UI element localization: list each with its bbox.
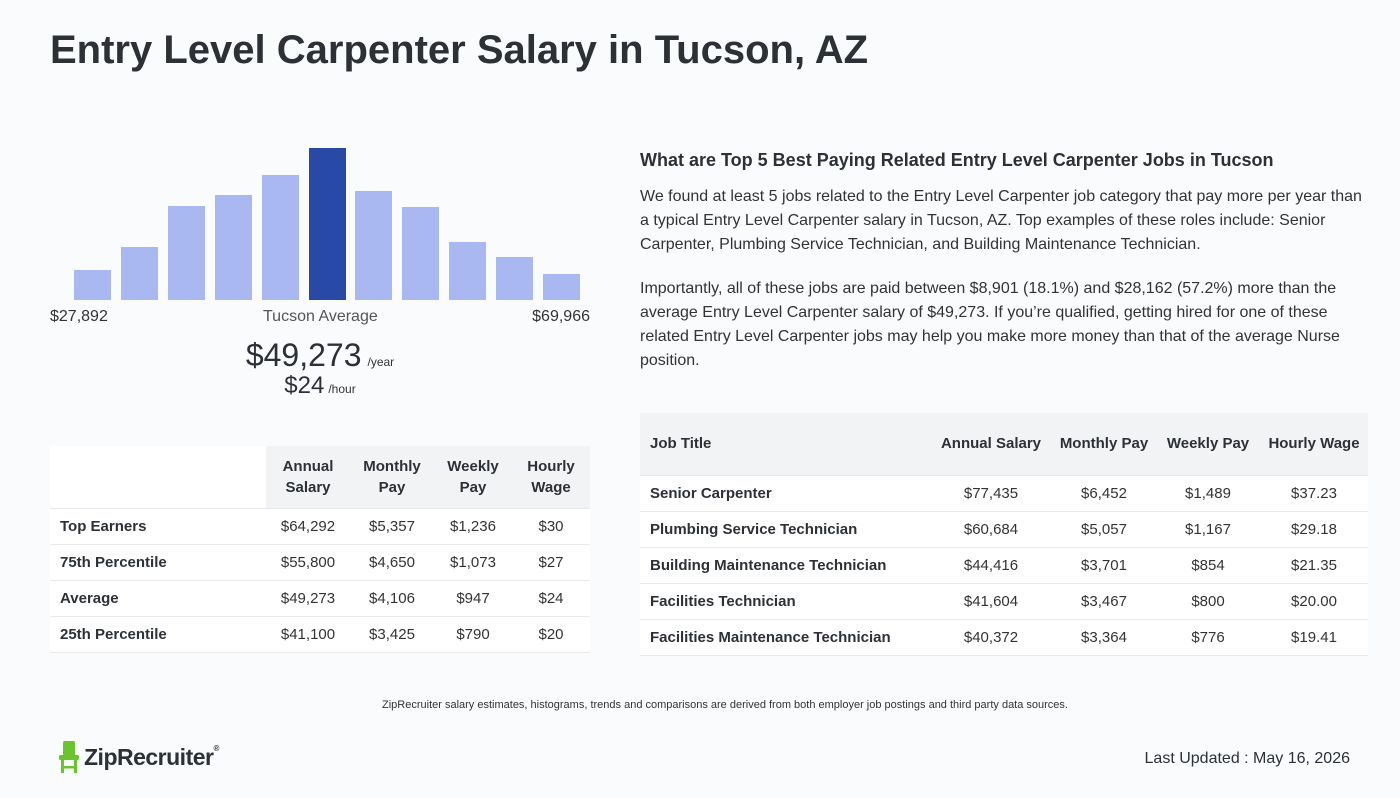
cell: $77,435 <box>930 475 1052 512</box>
histogram-bar <box>74 270 111 300</box>
row-label: Top Earners <box>50 508 266 545</box>
cell: $20 <box>512 616 590 653</box>
histogram-max-label: $69,966 <box>532 308 590 325</box>
cell: $37.23 <box>1260 475 1368 512</box>
cell: $3,364 <box>1052 619 1156 656</box>
job-title: Plumbing Service Technician <box>640 511 930 548</box>
histogram-average-label: Tucson Average <box>263 308 378 325</box>
cell: $30 <box>512 508 590 545</box>
histogram-bar <box>449 242 487 300</box>
salary-histogram <box>50 140 590 300</box>
histogram-bar <box>167 206 205 300</box>
cell: $4,650 <box>350 544 434 581</box>
cell: $44,416 <box>930 547 1052 584</box>
histogram-bar <box>261 175 299 300</box>
cell: $60,684 <box>930 511 1052 548</box>
cell: $1,489 <box>1156 475 1260 512</box>
table-row: Building Maintenance Technician $44,416 … <box>640 547 1368 584</box>
header-weekly-pay: Weekly Pay <box>434 446 512 509</box>
cell: $27 <box>512 544 590 581</box>
cell: $41,604 <box>930 583 1052 620</box>
hourly-salary: $24/hour <box>0 372 640 400</box>
cell: $40,372 <box>930 619 1052 656</box>
percentile-table-header: Annual Salary Monthly Pay Weekly Pay Hou… <box>50 446 590 509</box>
cell: $1,236 <box>434 508 512 545</box>
cell: $776 <box>1156 619 1260 656</box>
related-jobs-header: Job Title Annual Salary Monthly Pay Week… <box>640 413 1368 476</box>
cell: $854 <box>1156 547 1260 584</box>
cell: $41,100 <box>266 616 350 653</box>
brand-name: ZipRecruiter® <box>84 743 219 770</box>
cell: $6,452 <box>1052 475 1156 512</box>
cell: $64,292 <box>266 508 350 545</box>
cell: $20.00 <box>1260 583 1368 620</box>
histogram-bar <box>402 207 440 300</box>
table-row: Plumbing Service Technician $60,684 $5,0… <box>640 511 1368 548</box>
cell: $19.41 <box>1260 619 1368 656</box>
related-jobs-table: Job Title Annual Salary Monthly Pay Week… <box>640 413 1368 656</box>
header-hourly-wage: Hourly Wage <box>1260 413 1368 476</box>
percentile-table: Annual Salary Monthly Pay Weekly Pay Hou… <box>50 446 590 653</box>
cell: $1,073 <box>434 544 512 581</box>
row-label: 75th Percentile <box>50 544 266 581</box>
histogram-bar <box>308 148 346 300</box>
disclaimer: ZipRecruiter salary estimates, histogram… <box>382 699 1068 711</box>
table-row: 75th Percentile $55,800 $4,650 $1,073 $2… <box>50 544 590 581</box>
table-row: Facilities Maintenance Technician $40,37… <box>640 619 1368 656</box>
cell: $947 <box>434 580 512 617</box>
job-title: Facilities Technician <box>640 583 930 620</box>
job-title: Building Maintenance Technician <box>640 547 930 584</box>
cell: $800 <box>1156 583 1260 620</box>
yearly-salary: $49,273/year <box>0 337 640 374</box>
table-row: Facilities Technician $41,604 $3,467 $80… <box>640 583 1368 620</box>
page-title: Entry Level Carpenter Salary in Tucson, … <box>50 28 869 72</box>
header-monthly-pay: Monthly Pay <box>1052 413 1156 476</box>
header-job-title: Job Title <box>640 413 930 476</box>
histogram-bar <box>214 195 252 300</box>
related-jobs-paragraph-2: Importantly, all of these jobs are paid … <box>640 280 1340 369</box>
cell: $49,273 <box>266 580 350 617</box>
cell: $55,800 <box>266 544 350 581</box>
registered-mark: ® <box>213 743 219 753</box>
header-hourly-wage: Hourly Wage <box>512 446 590 509</box>
table-row: 25th Percentile $41,100 $3,425 $790 $20 <box>50 616 590 653</box>
row-label: Average <box>50 580 266 617</box>
yearly-salary-value: $49,273 <box>245 337 362 373</box>
histogram-bar <box>496 257 534 300</box>
cell: $5,357 <box>350 508 434 545</box>
histogram-bar <box>543 274 581 300</box>
histogram-bar <box>120 247 158 300</box>
histogram-min-label: $27,892 <box>50 308 108 325</box>
cell: $24 <box>512 580 590 617</box>
cell: $790 <box>434 616 512 653</box>
header-weekly-pay: Weekly Pay <box>1156 413 1260 476</box>
header-blank <box>50 446 266 509</box>
related-jobs-paragraph-1: We found at least 5 jobs related to the … <box>640 188 1362 253</box>
job-title: Facilities Maintenance Technician <box>640 619 930 656</box>
header-monthly-pay: Monthly Pay <box>350 446 434 509</box>
header-annual-salary: Annual Salary <box>266 446 350 509</box>
yearly-salary-unit: /year <box>367 355 395 369</box>
ziprecruiter-logo[interactable]: ZipRecruiter® <box>58 740 219 774</box>
hourly-salary-value: $24 <box>284 372 325 399</box>
last-updated: Last Updated : May 16, 2026 <box>1144 750 1350 767</box>
cell: $3,425 <box>350 616 434 653</box>
job-title: Senior Carpenter <box>640 475 930 512</box>
chair-icon <box>59 741 79 773</box>
table-row: Top Earners $64,292 $5,357 $1,236 $30 <box>50 508 590 545</box>
table-row: Senior Carpenter $77,435 $6,452 $1,489 $… <box>640 475 1368 512</box>
header-annual-salary: Annual Salary <box>930 413 1052 476</box>
cell: $21.35 <box>1260 547 1368 584</box>
histogram-bar <box>355 191 393 300</box>
table-row: Average $49,273 $4,106 $947 $24 <box>50 580 590 617</box>
cell: $29.18 <box>1260 511 1368 548</box>
cell: $1,167 <box>1156 511 1260 548</box>
row-label: 25th Percentile <box>50 616 266 653</box>
related-jobs-heading: What are Top 5 Best Paying Related Entry… <box>640 150 1274 170</box>
hourly-salary-unit: /hour <box>328 382 356 396</box>
cell: $4,106 <box>350 580 434 617</box>
cell: $5,057 <box>1052 511 1156 548</box>
cell: $3,467 <box>1052 583 1156 620</box>
cell: $3,701 <box>1052 547 1156 584</box>
